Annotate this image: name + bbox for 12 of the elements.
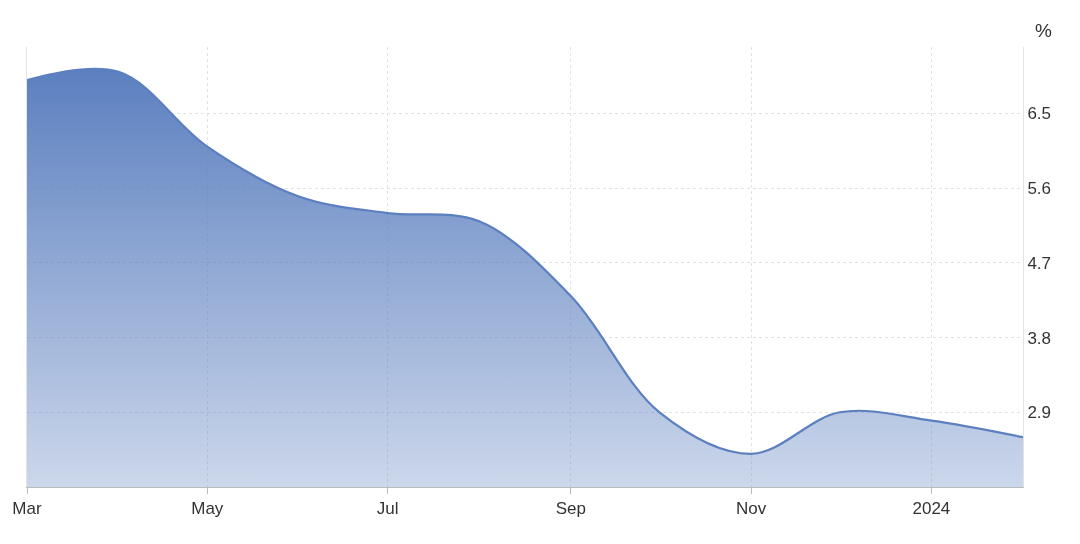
y-tick-label: 2.9 bbox=[1027, 403, 1052, 423]
x-tick-label: 2024 bbox=[912, 499, 951, 519]
x-tick-label: May bbox=[191, 499, 224, 519]
y-tick-label: 6.5 bbox=[1027, 104, 1052, 124]
y-tick-label: 4.7 bbox=[1027, 253, 1052, 273]
y-axis-title: % bbox=[1035, 20, 1052, 41]
y-tick-label: 5.6 bbox=[1027, 179, 1052, 199]
x-tick-label: Nov bbox=[735, 499, 767, 519]
x-tick-label: Sep bbox=[555, 499, 586, 519]
x-tick-label: Jul bbox=[376, 499, 399, 519]
y-tick-label: 3.8 bbox=[1027, 328, 1052, 348]
x-tick-label: Mar bbox=[12, 499, 42, 519]
